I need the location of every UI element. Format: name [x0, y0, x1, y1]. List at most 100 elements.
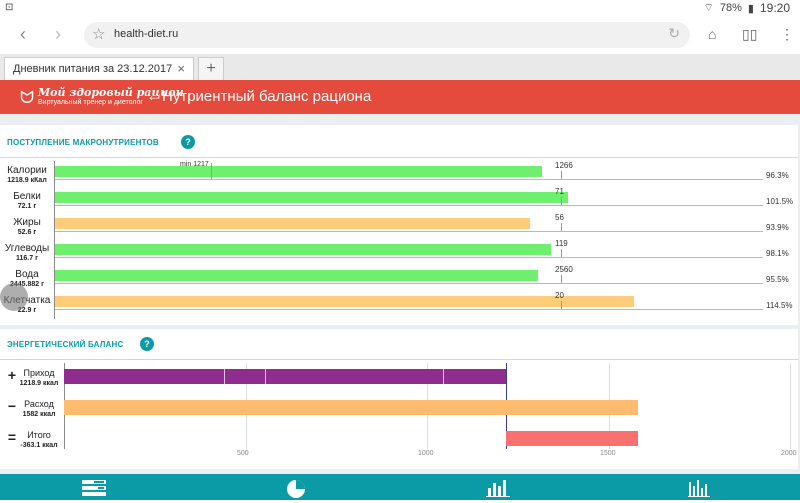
battery-icon: ▮ [747, 2, 754, 15]
macro-bar [55, 270, 538, 281]
close-icon[interactable]: × [177, 61, 185, 76]
energy-help-icon[interactable]: ? [140, 337, 154, 351]
macro-target-tick [561, 223, 562, 231]
equals-icon: = [7, 429, 17, 445]
macro-percent: 114.5% [766, 301, 793, 310]
touch-indicator [0, 283, 28, 311]
macro-target-tick [561, 197, 562, 205]
macro-row: Жиры 52.6 г 56 93.9% [0, 213, 798, 239]
macro-row: Вода 2445.882 г 2560 95.5% [0, 265, 798, 291]
back-icon[interactable]: ‹ [20, 24, 26, 44]
macro-target: 56 [555, 213, 564, 222]
plus-icon: + [7, 367, 17, 383]
macro-bar [55, 166, 542, 177]
macro-row: Калории 1218.9 кКал 1266 96.3% min 1217 [0, 161, 798, 187]
logo-name: Мой здоровый рацион [38, 86, 184, 99]
macro-target-tick [561, 275, 562, 283]
energy-bar [506, 431, 638, 446]
back-arrow-icon[interactable]: ← [146, 86, 163, 105]
tab-strip: Дневник питания за 23.12.2017 × + [0, 54, 800, 80]
macro-min-tick [211, 163, 212, 179]
wifi-icon: ⌔ [703, 2, 714, 14]
content-area: ПОСТУПЛЕНИЕ МАКРОНУТРИЕНТОВ ? Калории 121… [0, 114, 800, 474]
minus-icon: − [7, 398, 17, 414]
energy-row: − Расход 1582 ккал [0, 396, 798, 426]
energy-bar [64, 400, 638, 415]
bar-segment-divider [224, 369, 225, 384]
macro-min-label: min 1217 [180, 161, 209, 168]
macro-value: 1218.9 кКал [7, 177, 47, 184]
url-text[interactable]: health-diet.ru [114, 28, 179, 40]
macro-percent: 96.3% [766, 171, 789, 180]
macro-target-tick [561, 171, 562, 179]
tab-title: Дневник питания за 23.12.2017 [13, 63, 173, 75]
home-icon[interactable]: ⌂ [708, 26, 717, 42]
forward-icon[interactable]: › [55, 24, 61, 44]
status-bar: ⊡ ⌔ 78% ▮ 19:20 [0, 0, 800, 16]
macro-percent: 95.5% [766, 275, 789, 284]
energy-value: -363.1 ккал [20, 442, 58, 449]
macro-percent: 101.5% [766, 197, 794, 206]
macro-target: 1266 [555, 161, 573, 170]
energy-row: = Итого -363.1 ккал [0, 427, 798, 457]
table-view-icon[interactable] [82, 478, 108, 498]
clock: 19:20 [759, 1, 790, 15]
macro-baseline [55, 179, 763, 180]
battery-percent: 78% [719, 2, 742, 14]
macro-name: Жиры [13, 217, 41, 228]
address-bar[interactable]: ☆ health-diet.ru ↻ [84, 22, 690, 48]
tick-label: 500 [237, 450, 249, 457]
macro-value: 72.1 г [17, 203, 37, 210]
browser-toolbar: ‹ › ☆ health-diet.ru ↻ ⌂ ▯▯ ⋮ [0, 16, 800, 54]
macro-percent: 98.1% [766, 249, 789, 258]
energy-bar [64, 369, 506, 384]
grid-line [790, 363, 791, 449]
macro-bar [55, 296, 634, 307]
macro-target: 71 [555, 187, 564, 196]
app-header: ᗢ Мой здоровый рацион Виртуальный тренер… [0, 80, 800, 114]
energy-name: Итого [27, 430, 51, 440]
energy-panel-title: ЭНЕРГЕТИЧЕСКИЙ БАЛАНС [7, 340, 124, 349]
tab-nutrition-diary[interactable]: Дневник питания за 23.12.2017 × [4, 57, 194, 80]
app-logo[interactable]: ᗢ Мой здоровый рацион Виртуальный тренер… [20, 86, 184, 108]
macro-value: 2445.882 г [9, 281, 45, 288]
energy-name: Приход [23, 368, 55, 378]
bar-segment-divider [265, 369, 266, 384]
bookmarks-icon[interactable]: ▯▯ [742, 26, 758, 42]
bar-chart-icon[interactable] [486, 478, 512, 498]
macro-help-icon[interactable]: ? [181, 135, 195, 149]
reload-icon[interactable]: ↻ [668, 25, 680, 41]
macro-baseline [55, 231, 763, 232]
pie-chart-icon[interactable] [284, 478, 310, 498]
macro-axis [54, 161, 55, 319]
energy-name: Расход [24, 399, 54, 409]
macro-bar [55, 218, 530, 229]
macro-name: Калории [7, 165, 47, 176]
energy-panel: ЭНЕРГЕТИЧЕСКИЙ БАЛАНС ? 500 1000 1500 2000 … [0, 329, 798, 469]
bookmark-star-icon[interactable]: ☆ [92, 26, 106, 43]
bottom-nav [0, 474, 800, 500]
tick-label: 1000 [418, 450, 434, 457]
page-title: Нутриентный баланс рациона [162, 88, 372, 105]
macro-target: 20 [555, 291, 564, 300]
macro-target-tick [561, 301, 562, 309]
macro-target: 2560 [555, 265, 573, 274]
macro-bar [55, 192, 568, 203]
balance-chart-icon[interactable] [688, 478, 714, 498]
new-tab-button[interactable]: + [198, 57, 224, 80]
logo-tagline: Виртуальный тренер и диетолог [38, 99, 143, 106]
macro-row: Белки 72.1 г 71 101.5% [0, 187, 798, 213]
notification-icon: ⊡ [5, 2, 14, 13]
macro-baseline [55, 257, 763, 258]
macro-target-tick [561, 249, 562, 257]
tick-label: 1500 [600, 450, 616, 457]
macro-name: Углеводы [4, 243, 50, 254]
macro-baseline [55, 309, 763, 310]
menu-icon[interactable]: ⋮ [780, 26, 794, 42]
bar-segment-divider [443, 369, 444, 384]
macro-value: 116.7 г [16, 255, 38, 262]
macronutrient-panel: ПОСТУПЛЕНИЕ МАКРОНУТРИЕНТОВ ? Калории 121… [0, 125, 798, 325]
macro-value: 22.9 г [17, 307, 37, 314]
macro-bar [55, 244, 551, 255]
